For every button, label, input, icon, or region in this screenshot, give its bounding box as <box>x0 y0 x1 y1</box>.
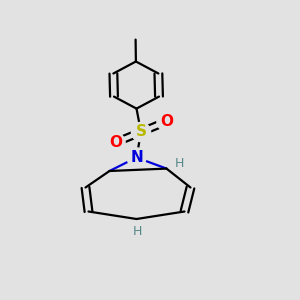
Text: H: H <box>174 157 184 170</box>
Text: H: H <box>132 225 142 238</box>
Text: O: O <box>160 114 173 129</box>
Circle shape <box>127 148 146 167</box>
Circle shape <box>157 112 176 131</box>
Text: S: S <box>136 124 146 140</box>
Text: N: N <box>130 150 143 165</box>
Text: O: O <box>109 135 122 150</box>
Circle shape <box>131 122 151 142</box>
Circle shape <box>106 133 125 152</box>
